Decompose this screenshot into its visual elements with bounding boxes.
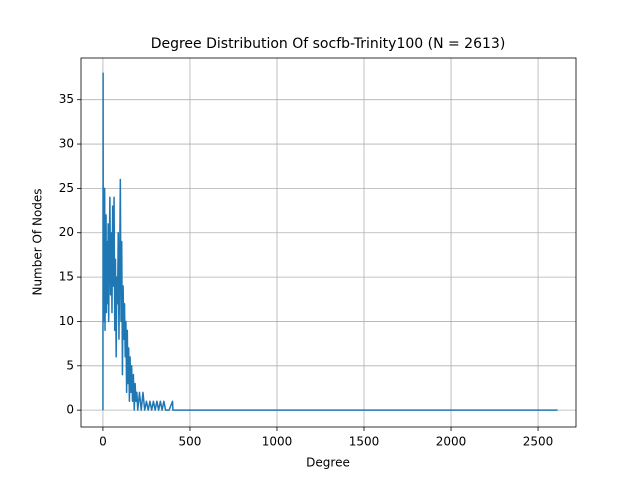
x-axis-label: Degree bbox=[306, 456, 350, 470]
x-tick-label: 2000 bbox=[436, 435, 467, 449]
x-tick-label: 0 bbox=[99, 435, 107, 449]
y-axis-label: Number Of Nodes bbox=[31, 188, 45, 295]
chart-title: Degree Distribution Of socfb-Trinity100 … bbox=[151, 36, 506, 52]
y-tick-label: 25 bbox=[59, 181, 74, 195]
plot-frame bbox=[80, 57, 577, 428]
x-tick-label: 1000 bbox=[262, 435, 293, 449]
y-tick-label: 20 bbox=[59, 225, 74, 239]
y-tick-label: 10 bbox=[59, 314, 74, 328]
data-line bbox=[102, 72, 558, 411]
y-tick-label: 0 bbox=[66, 403, 74, 417]
x-tick-label: 500 bbox=[179, 435, 202, 449]
x-tick-label: 2500 bbox=[523, 435, 554, 449]
x-tick-label: 1500 bbox=[349, 435, 380, 449]
y-tick-label: 5 bbox=[66, 358, 74, 372]
y-tick-label: 15 bbox=[59, 270, 74, 284]
y-tick-label: 35 bbox=[59, 92, 74, 106]
y-tick-label: 30 bbox=[59, 137, 74, 151]
